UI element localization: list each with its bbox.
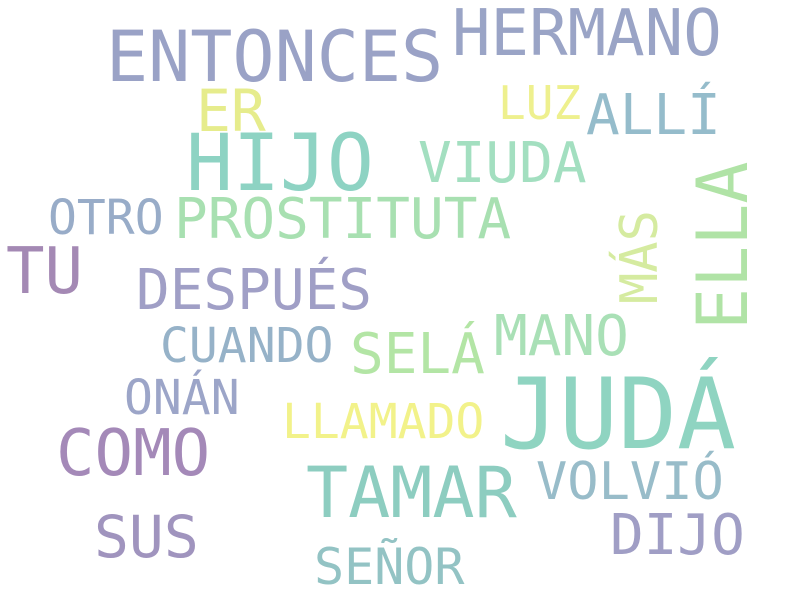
word-volvio: VOLVIÓ (536, 452, 724, 512)
word-ella: ELLA (682, 161, 764, 330)
word-juda: JUDÁ (500, 358, 737, 472)
word-entonces: ENTONCES (106, 16, 444, 98)
word-hijo: HIJO (186, 119, 374, 209)
word-hermano: HERMANO (452, 0, 722, 71)
word-tu: TU (6, 235, 84, 309)
word-mano: MANO (494, 304, 629, 369)
word-luz: LUZ (498, 76, 582, 130)
word-sus: SUS (94, 503, 199, 571)
word-mas: MÁS (610, 210, 670, 304)
word-como: COMO (56, 417, 211, 491)
word-prostituta: PROSTITUTA (174, 187, 512, 252)
word-onan: ONÁN (124, 370, 240, 426)
word-despues: DESPUÉS (136, 258, 373, 323)
word-dijo: DIJO (610, 503, 745, 568)
word-tamar: TAMAR (306, 452, 517, 534)
word-sela: SELÁ (350, 322, 485, 387)
word-viuda: VIUDA (418, 131, 587, 196)
word-otro: OTRO (48, 190, 164, 246)
word-cuando: CUANDO (160, 318, 334, 374)
word-senor: SEÑOR (314, 538, 465, 596)
word-er: ER (196, 77, 266, 145)
word-alli: ALLÍ (586, 83, 721, 148)
word-llamado: LLAMADO (282, 394, 485, 450)
